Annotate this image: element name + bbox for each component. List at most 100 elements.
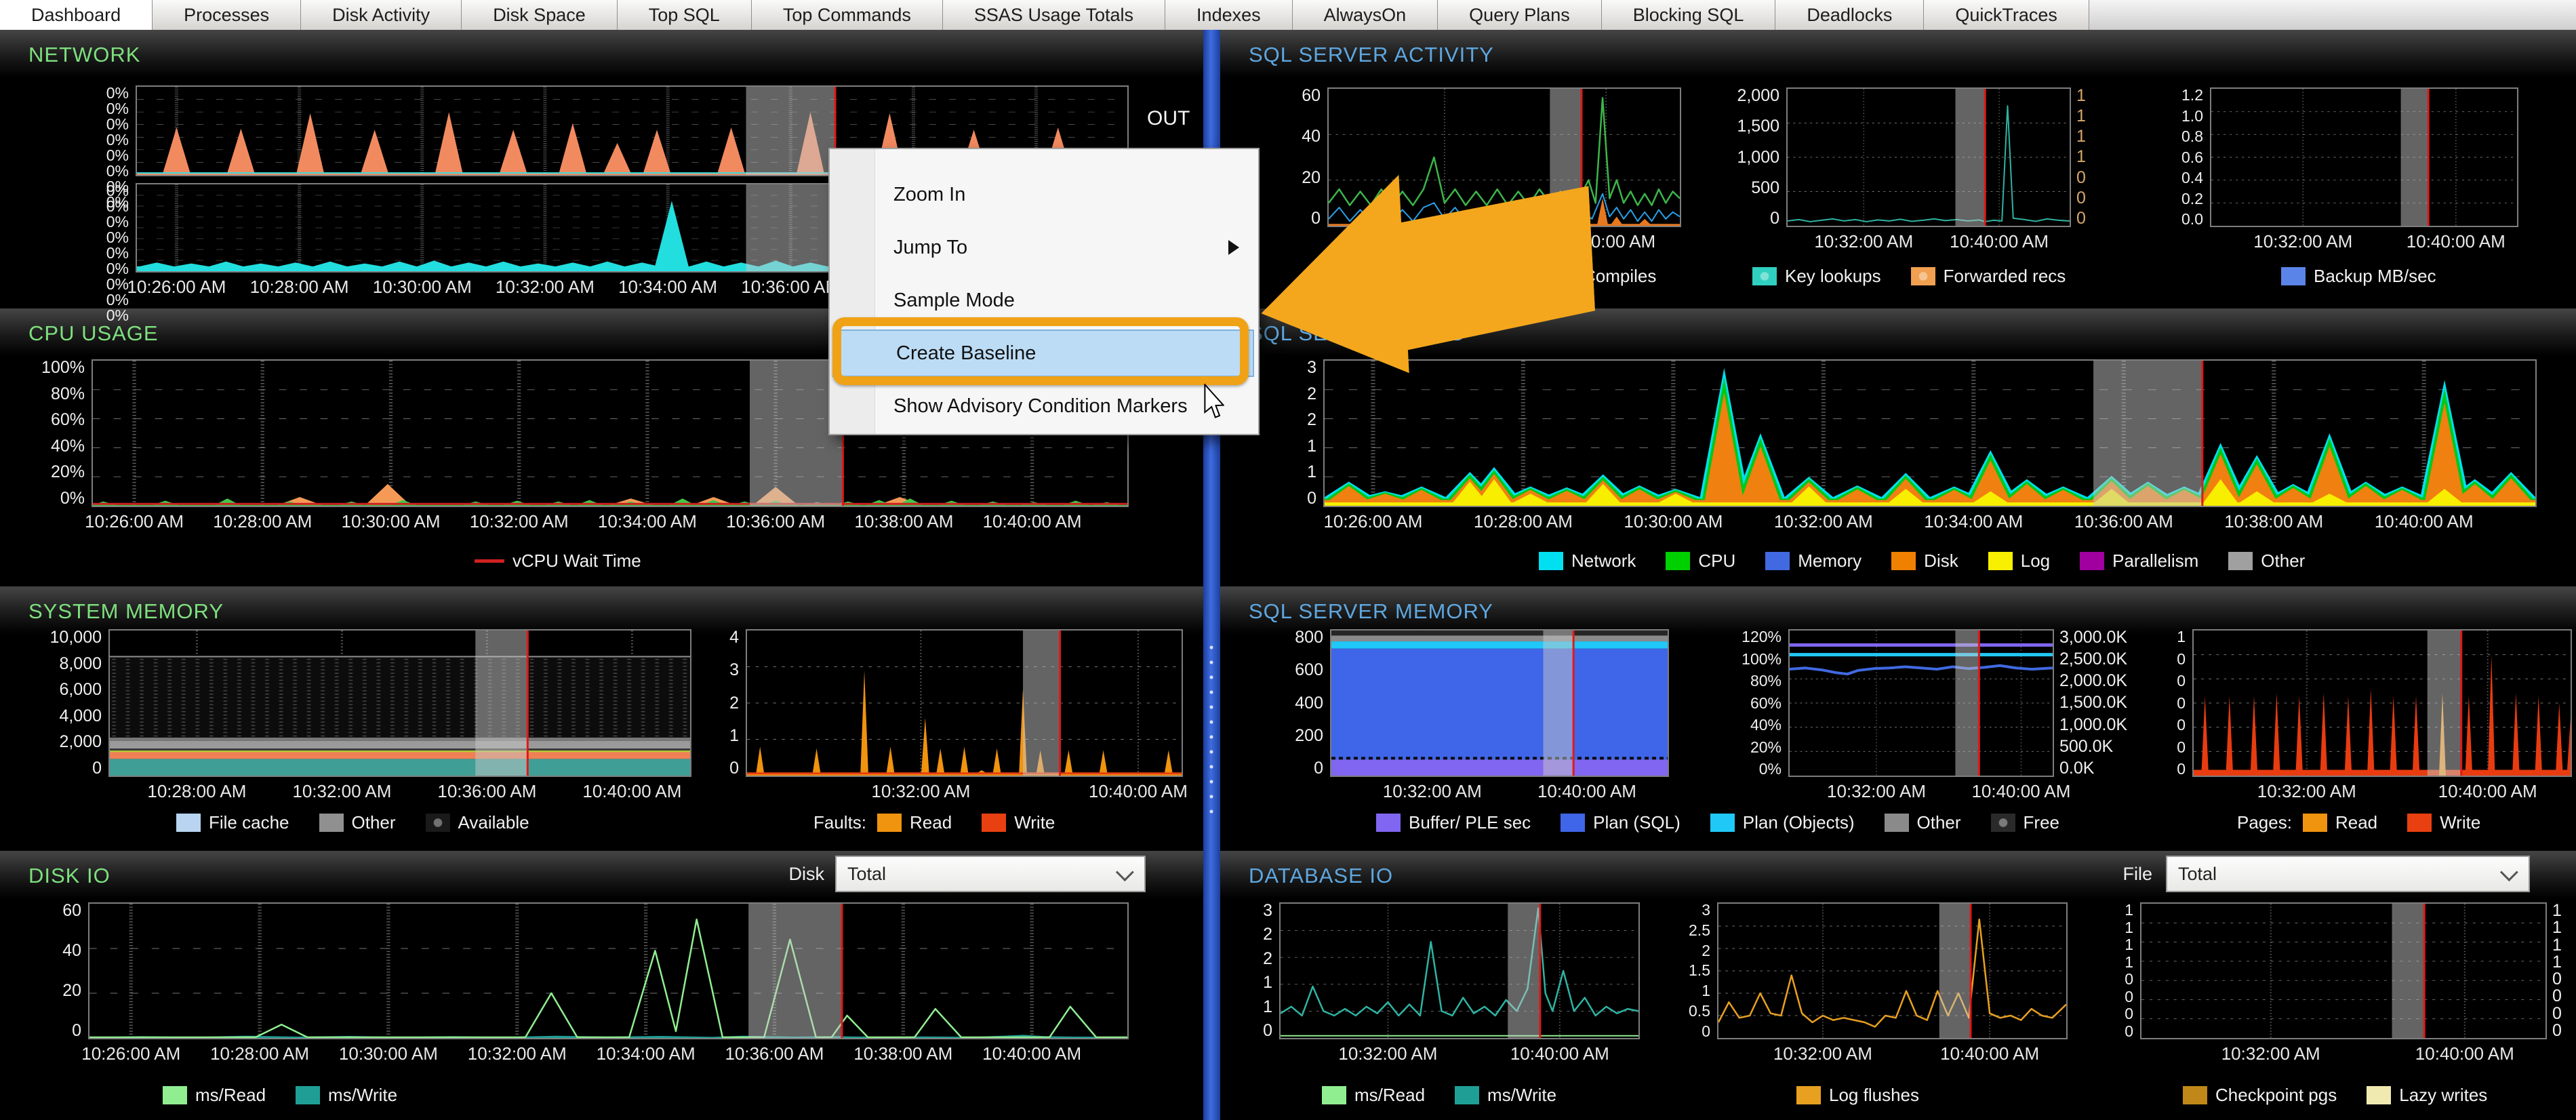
legend-swatch-icon	[982, 814, 1007, 832]
legend-swatch-icon	[1884, 814, 1909, 832]
y-axis-labels: 1.2 1.0 0.8 0.6 0.4 0.2 0.0	[2181, 86, 2203, 228]
tab-bar: Dashboard Processes Disk Activity Disk Spac…	[0, 0, 2576, 31]
legend-label: Compiles	[1583, 266, 1657, 286]
legend-item-key-lookups: Key lookups	[1752, 266, 1881, 287]
legend-label: Memory	[1798, 551, 1862, 571]
tab-dashboard[interactable]: Dashboard	[0, 0, 153, 30]
file-dropdown-label: File	[2122, 864, 2152, 884]
legend-label: Plan (Objects)	[1742, 812, 1855, 833]
y-axis-labels: 60 40 20 0	[62, 901, 81, 1040]
legend-item-other: Other	[1884, 812, 1961, 833]
plot-area[interactable]: 10:26:00 AM 10:28:00 AM 10:30:00 AM 10:32:0…	[81, 902, 1129, 1064]
y-axis-labels: 60 40 20 0	[1302, 86, 1321, 228]
tab-indexes[interactable]: Indexes	[1165, 0, 1293, 30]
legend-label: ms/Write	[1487, 1085, 1557, 1105]
sqlmem-percent-chart[interactable]: 120% 100% 80% 60% 40% 20% 0% 10:32:00 AM 10:40:0…	[1722, 629, 2156, 802]
mouse-cursor-icon	[1204, 384, 1224, 418]
disk-io-chart[interactable]: 60 40 20 0 10:26:00 AM 10:28:00 AM 10:30:00 AM…	[14, 901, 1129, 1064]
menu-item-create-baseline[interactable]: Create Baseline	[832, 329, 1254, 377]
tab-processes[interactable]: Processes	[153, 0, 302, 30]
dbio-checkpoint-chart[interactable]: 1 1 1 1 0 0 0 0 10:32:00 AM 10:40:00 AM 1 1 1 1 0 0 0 0	[2112, 901, 2574, 1064]
plot-area[interactable]: 10:28:00 AM 10:32:00 AM 10:36:00 AM 10:40:0…	[108, 629, 691, 801]
faults-legend: Faults: Read Write	[813, 812, 1085, 833]
legend-item-lazy-writes: Lazy writes	[2367, 1085, 2487, 1106]
legend-swatch-icon	[296, 1086, 321, 1104]
menu-item-sample-mode[interactable]: Sample Mode	[893, 289, 1015, 311]
menu-item-zoom-in[interactable]: Zoom In	[893, 184, 966, 205]
plot-area[interactable]: 10:26:00 AM 10:28:00 AM 10:30:00 AM 10:32:0…	[1323, 359, 2537, 532]
tab-ssas-usage-totals[interactable]: SSAS Usage Totals	[942, 0, 1166, 30]
sql-waits-chart[interactable]: 3 2 2 1 1 0 10:26:00 AM 10:28:00 AM 10:30:00 AM 1…	[1274, 359, 2537, 532]
x-axis-labels: 10:28:00 AM 10:32:00 AM 10:36:00 AM 10:40:0…	[147, 781, 682, 801]
legend-item-disk: Disk	[1891, 551, 1958, 572]
disk-dropdown[interactable]: Total	[835, 856, 1146, 892]
tab-disk-space[interactable]: Disk Space	[462, 0, 618, 30]
dbio-legend-latency: ms/Read ms/Write	[1322, 1085, 1586, 1106]
legend-label: Log	[2020, 551, 2051, 571]
tab-disk-activity[interactable]: Disk Activity	[301, 0, 462, 30]
legend-item-checkpoint-pgs: Checkpoint pgs	[2183, 1085, 2337, 1106]
legend-label: Free	[2023, 812, 2060, 833]
tab-top-commands[interactable]: Top Commands	[751, 0, 943, 30]
sqlmem-legend: Buffer/ PLE sec Plan (SQL) Plan (Objects) O…	[1376, 812, 2089, 833]
legend-label: File cache	[209, 812, 289, 833]
tab-alwayson[interactable]: AlwaysOn	[1292, 0, 1438, 30]
file-dropdown-value: Total	[2178, 863, 2217, 884]
legend-item-read: Read	[877, 812, 952, 833]
activity-backup-chart[interactable]: 1.2 1.0 0.8 0.6 0.4 0.2 0.0 10:32:00 AM 10:40:00…	[2154, 86, 2518, 252]
chevron-down-icon	[2499, 862, 2518, 881]
tab-quicktraces[interactable]: QuickTraces	[1924, 0, 2089, 30]
legend-label: Log flushes	[1829, 1085, 1919, 1105]
legend-swatch-icon	[2281, 267, 2306, 285]
dbio-logflush-chart[interactable]: 3 2.5 2 1.5 1 0.5 0 10:32:00 AM 10:40:00 AM	[1664, 902, 2068, 1064]
memory-faults-chart[interactable]: 4 3 2 1 0 10:32:00 AM 10:40:00 AM	[695, 629, 1188, 802]
legend-item-read: Read	[2302, 812, 2377, 833]
dbio-latency-chart[interactable]: 3 2 2 1 1 0 10:32:00 AM 10:40:00 AM	[1249, 901, 1640, 1064]
context-menu-gutter	[830, 149, 875, 434]
tab-top-sql[interactable]: Top SQL	[617, 0, 752, 30]
legend-label: ms/Write	[328, 1085, 398, 1105]
legend-item-forwarded-recs: Forwarded recs	[1910, 266, 2066, 287]
legend-label: Network	[1571, 551, 1636, 571]
legend-item-plan-objects: Plan (Objects)	[1710, 812, 1855, 833]
legend-label: Forwarded recs	[1943, 266, 2066, 286]
tab-blocking-sql[interactable]: Blocking SQL	[1601, 0, 1776, 30]
sqlmem-buffer-chart[interactable]: 800 600 400 200 0 10:32:00 AM 10:40:00 AM	[1274, 629, 1669, 801]
sqlmem-pages-chart[interactable]: 1 0 0 0 0 0 0 10:32:00 AM 10:40:00 AM	[2164, 628, 2572, 801]
activity-lookups-chart[interactable]: 2,000 1,500 1,000 500 0 10:32:00 AM 10:40:00 A…	[1725, 86, 2166, 252]
menu-item-jump-to[interactable]: Jump To	[830, 221, 1258, 274]
disk-dropdown-value: Total	[847, 863, 887, 884]
waits-legend: Network CPU Memory Disk Log Parallelism Other	[1539, 551, 2335, 572]
file-dropdown[interactable]: Total	[2166, 856, 2530, 892]
activity-title: SQL SERVER ACTIVITY	[1249, 43, 1494, 66]
legend-swatch-icon	[163, 1086, 187, 1104]
legend-label: vCPU Wait Time	[512, 551, 641, 571]
legend-label: Write	[2440, 812, 2481, 833]
sqlmem-panel-header: SQL SERVER MEMORY	[1220, 586, 2576, 634]
system-memory-chart[interactable]: 10,000 8,000 6,000 4,000 2,000 0 10:28:00 AM 10…	[7, 629, 691, 801]
legend-swatch-icon	[2080, 552, 2105, 570]
legend-prefix: Pages:	[2237, 812, 2292, 833]
tab-query-plans[interactable]: Query Plans	[1438, 0, 1602, 30]
y-axis-labels: 2,000 1,500 1,000 500 0	[1737, 86, 1779, 228]
tab-deadlocks[interactable]: Deadlocks	[1775, 0, 1925, 30]
menu-item-show-advisory-condition-markers[interactable]: Show Advisory Condition Markers	[893, 395, 1188, 417]
